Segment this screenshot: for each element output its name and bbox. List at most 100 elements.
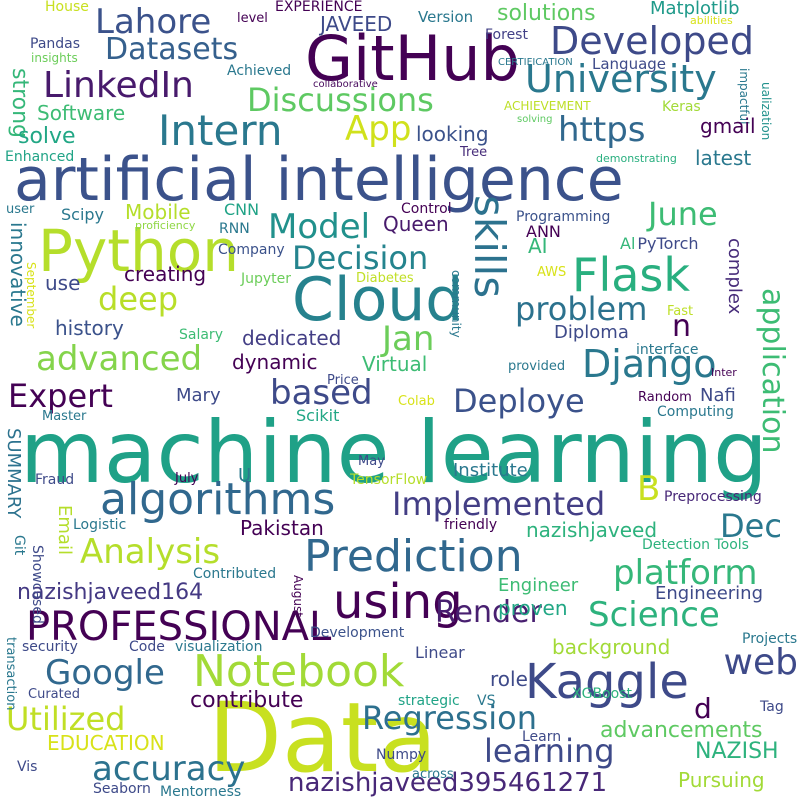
word-computing: Computing	[657, 404, 734, 420]
word-gmail: gmail	[700, 114, 756, 138]
word-role: role	[490, 667, 528, 691]
word-lahore: Lahore	[95, 2, 212, 42]
word-fast: Fast	[667, 304, 694, 319]
word-cnn: CNN	[224, 200, 260, 219]
word-b: B	[637, 469, 661, 509]
word-inter: Inter	[711, 366, 737, 379]
word-institute: Institute	[453, 460, 528, 481]
word-nazishjaveed164: nazishjaveed164	[17, 580, 204, 605]
word-preprocessing: Preprocessing	[664, 489, 762, 505]
word-price: Price	[327, 373, 359, 388]
word-nazishjaveed395461271: nazishjaveed395461271	[288, 768, 608, 798]
word-fraud: Fraud	[35, 472, 75, 488]
word-u: U	[238, 465, 252, 486]
word-diabetes: Diabetes	[356, 271, 414, 286]
word-data: Data	[208, 682, 438, 794]
word-engineering: Engineering	[655, 583, 763, 604]
word-artificial-intelligence: artificial intelligence	[14, 145, 624, 215]
word-security: security	[22, 639, 78, 655]
word-model: Model	[268, 207, 371, 247]
word-forest: Forest	[485, 27, 528, 43]
word-xgboost: XGBoost	[572, 686, 632, 702]
word-github: GitHub	[305, 22, 520, 95]
word-programming: Programming	[516, 209, 611, 225]
word-certification: CERTIFICATION	[498, 57, 573, 68]
word-django: Django	[582, 342, 717, 386]
word-d: d	[694, 692, 712, 725]
word-provided: provided	[508, 359, 566, 374]
word-pytorch: PyTorch	[637, 234, 699, 253]
word-vs: VS	[477, 693, 496, 709]
word-strong: strong	[7, 68, 32, 139]
word-user: user	[6, 202, 35, 217]
word-collaborative: collaborative	[313, 79, 378, 90]
word-cloud: Cloud	[292, 265, 464, 335]
word-rnn: RNN	[219, 221, 250, 237]
word-may: May	[358, 454, 385, 469]
word-code: Code	[129, 639, 165, 655]
word-proficiency: proficiency	[135, 219, 196, 232]
word-science: Science	[588, 595, 720, 635]
word-machine-learning: machine learning	[20, 403, 768, 503]
word-javeed: JAVEED	[320, 12, 393, 36]
word-experience: EXPERIENCE	[275, 0, 363, 15]
word-notebook: Notebook	[193, 646, 405, 697]
word-dec: Dec	[720, 507, 782, 545]
word-queen: Queen	[383, 212, 449, 236]
word-salary: Salary	[179, 327, 223, 343]
word-transaction: transaction	[3, 637, 18, 711]
word-insights: insights	[31, 51, 78, 65]
word-flask: Flask	[572, 248, 691, 302]
word-interface: interface	[636, 342, 699, 358]
word-al: Al	[620, 234, 636, 253]
word-render: Render	[435, 595, 542, 630]
word-pakistan: Pakistan	[240, 516, 324, 540]
word-pursuing: Pursuing	[678, 768, 765, 792]
word-tensorflow: TensorFlow	[350, 472, 428, 488]
word-tag: Tag	[760, 699, 784, 715]
word-learning-small: learning	[484, 732, 615, 770]
word-application: application	[755, 288, 790, 454]
word-jupyter: Jupyter	[241, 271, 292, 287]
word-logistic: Logistic	[73, 517, 127, 533]
word-advanced: advanced	[36, 339, 203, 379]
word-impactful: impactful	[737, 68, 751, 125]
word-web: web	[723, 642, 798, 683]
word-engineer: Engineer	[498, 575, 579, 596]
word-contribute: contribute	[190, 688, 304, 713]
word-use: use	[45, 271, 81, 295]
word-numpy: Numpy	[376, 747, 427, 763]
word-discussions: Discussions	[247, 81, 434, 119]
word-background: background	[552, 635, 671, 659]
word-achievement: ACHIEVEMENT	[504, 99, 591, 113]
word-nazishjaveed: nazishjaveed	[526, 518, 658, 542]
word-july: July	[175, 471, 199, 486]
word-solve: solve	[18, 124, 76, 149]
word-company: Company	[218, 242, 285, 258]
word-language: Language	[592, 55, 667, 73]
word-based: based	[270, 373, 373, 413]
word-scipy: Scipy	[61, 205, 105, 224]
word-matplotlib: Matplotlib	[650, 0, 740, 19]
word-strategic: strategic	[398, 693, 460, 709]
word-analysis: Analysis	[80, 532, 221, 572]
word-development: Development	[310, 625, 405, 641]
word-advancements: advancements	[600, 718, 763, 743]
word-history: history	[55, 316, 124, 340]
word-september: September	[24, 262, 38, 329]
word-june: June	[648, 195, 718, 233]
word-detection-tools: Detection Tools	[642, 537, 749, 553]
word-linkedin: LinkedIn	[43, 65, 194, 106]
word-nazish: NAZISH	[695, 739, 779, 764]
word-dedicated: dedicated	[242, 326, 342, 350]
word-pandas: Pandas	[30, 36, 81, 52]
word-level: level	[237, 11, 268, 26]
word-keras: Keras	[662, 99, 701, 115]
word-contributed: Contributed	[193, 566, 277, 582]
word-jan: Jan	[382, 319, 435, 359]
word-ann: ANN	[526, 222, 561, 241]
word-diploma: Diploma	[554, 322, 629, 343]
word-control: Control	[401, 201, 452, 217]
word-expert: Expert	[8, 377, 113, 415]
